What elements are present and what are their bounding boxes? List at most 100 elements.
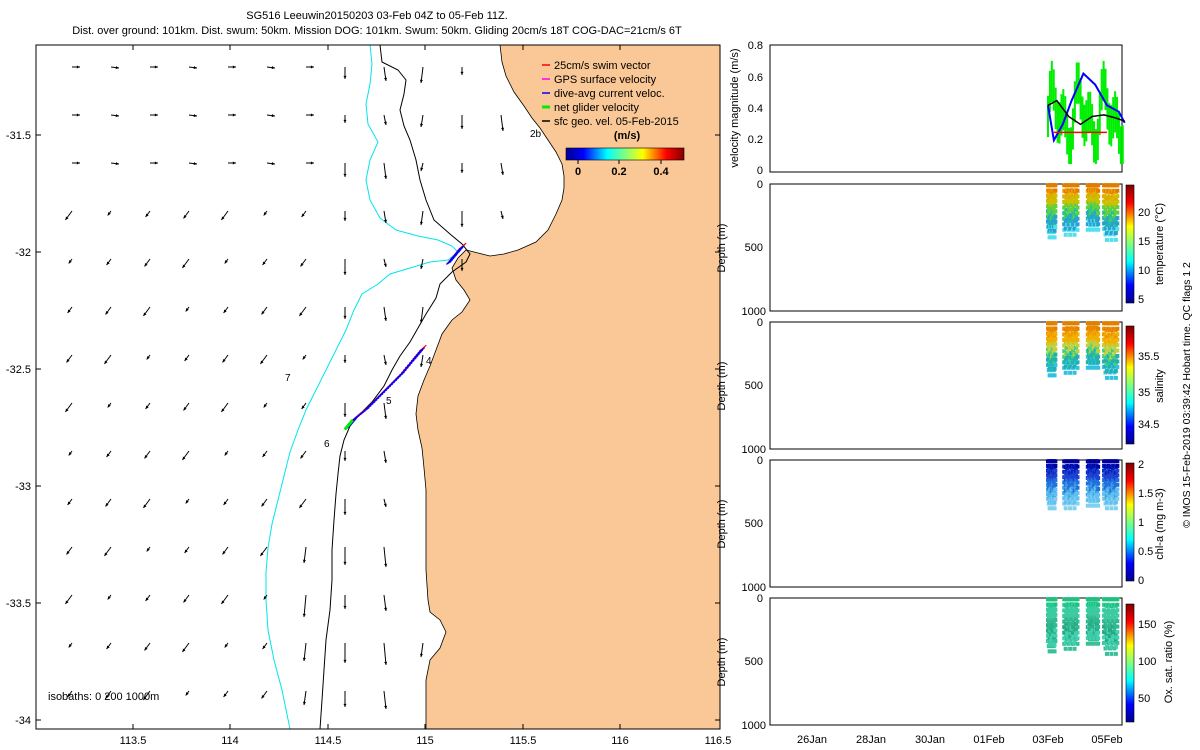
arrow-head	[143, 312, 147, 316]
profile-point	[1086, 615, 1091, 620]
profile-point	[1093, 201, 1098, 206]
profile-point	[1086, 343, 1091, 348]
arrow-head	[221, 216, 225, 220]
current-arrow	[181, 450, 190, 461]
arrow-shaft	[384, 739, 386, 750]
profile-point	[1113, 224, 1118, 229]
velocity-panel: 0 0.2 0.4 0.6 0.8 velocity magnitude (m/…	[729, 40, 1126, 177]
profile-point	[1069, 478, 1074, 483]
profile-point	[1066, 480, 1071, 485]
profile-point	[1053, 638, 1058, 643]
profile-point	[1053, 342, 1058, 347]
profile-point	[1071, 490, 1076, 495]
profile-point	[1107, 207, 1112, 212]
arrow-head	[460, 125, 464, 129]
profile-point	[1103, 201, 1108, 206]
profile-point	[1112, 627, 1117, 632]
profile-point	[1072, 220, 1077, 225]
profile-point	[1072, 609, 1077, 614]
profile-point	[1105, 334, 1109, 339]
profile-point	[1096, 188, 1101, 193]
profile-point	[1096, 470, 1101, 475]
profile-point	[1088, 203, 1093, 208]
cbar-tick: 1.5	[1138, 488, 1153, 500]
profile-point	[1071, 343, 1076, 348]
profile-point	[1066, 485, 1071, 490]
profile-point	[1110, 354, 1115, 359]
arrow-head	[193, 66, 197, 70]
profile-point	[1069, 208, 1074, 213]
arrow-head	[271, 66, 275, 70]
profile-point	[1091, 213, 1096, 218]
profile-point	[1062, 630, 1067, 635]
profile-point	[1102, 348, 1107, 353]
dac-vector	[414, 353, 420, 358]
profile-point	[1110, 630, 1115, 635]
arrow-head	[261, 695, 265, 699]
profile-point	[1105, 362, 1109, 367]
profile-point	[1066, 354, 1071, 359]
current-arrow	[262, 450, 268, 458]
arrow-head	[420, 265, 424, 269]
profile-point	[1107, 621, 1112, 626]
dac-vector	[364, 407, 370, 412]
profile-point	[1068, 232, 1073, 237]
arrow-head	[145, 405, 149, 409]
profile-point	[1105, 500, 1109, 505]
arrow-head	[106, 453, 110, 457]
current-arrow	[105, 306, 112, 315]
cbar-tick: 2	[1138, 459, 1144, 471]
profile-point	[1085, 227, 1090, 232]
profile-point	[1106, 624, 1111, 629]
profile-point	[1071, 485, 1076, 490]
profile-point	[1075, 321, 1080, 326]
current-arrow	[343, 67, 347, 79]
profile-point	[1089, 354, 1094, 359]
profile-point	[1115, 630, 1120, 635]
profile-point	[1107, 615, 1112, 620]
profile-point	[1071, 205, 1076, 210]
profile-point	[1115, 343, 1120, 348]
arrow-head	[343, 359, 347, 363]
profile-point	[1068, 506, 1073, 511]
profile-point	[1113, 651, 1118, 656]
profile-point	[1068, 226, 1073, 231]
profile-point	[1115, 597, 1120, 602]
profile-point	[1090, 477, 1095, 482]
profile-point	[1115, 188, 1120, 193]
profile-point	[1075, 608, 1080, 613]
current-arrow	[420, 114, 424, 128]
profile-point	[1107, 339, 1112, 344]
profile-point	[1047, 373, 1052, 378]
profile-point	[1046, 480, 1051, 485]
profile-point	[1096, 475, 1101, 480]
profile-point	[1102, 216, 1107, 221]
profile-point	[1113, 610, 1118, 615]
profile-point	[1052, 235, 1057, 240]
cbar-tick: 0.5	[1138, 546, 1153, 558]
profile-point	[1071, 625, 1076, 630]
profile-point	[1088, 346, 1093, 351]
dac-vector	[410, 357, 417, 362]
profile-point	[1105, 645, 1109, 650]
current-arrow	[150, 113, 158, 117]
arrow-head	[271, 114, 275, 118]
profile-point	[1093, 481, 1098, 486]
profile-point	[1065, 341, 1070, 346]
arrow-head	[383, 263, 387, 267]
profile-point	[1107, 351, 1112, 356]
current-arrow	[302, 354, 307, 360]
land-area	[415, 45, 720, 729]
profile-point	[1105, 651, 1109, 656]
profile-point	[1115, 348, 1120, 353]
profile-point	[1093, 619, 1098, 624]
profile-point	[1115, 332, 1120, 337]
profile-point	[1089, 503, 1094, 508]
arrow-head	[183, 599, 187, 603]
profile-point	[1115, 613, 1120, 618]
x-tick-label: 113.5	[120, 735, 147, 747]
arrow-head	[343, 271, 347, 275]
profile-point	[1062, 480, 1067, 485]
profile-point	[1066, 216, 1071, 221]
